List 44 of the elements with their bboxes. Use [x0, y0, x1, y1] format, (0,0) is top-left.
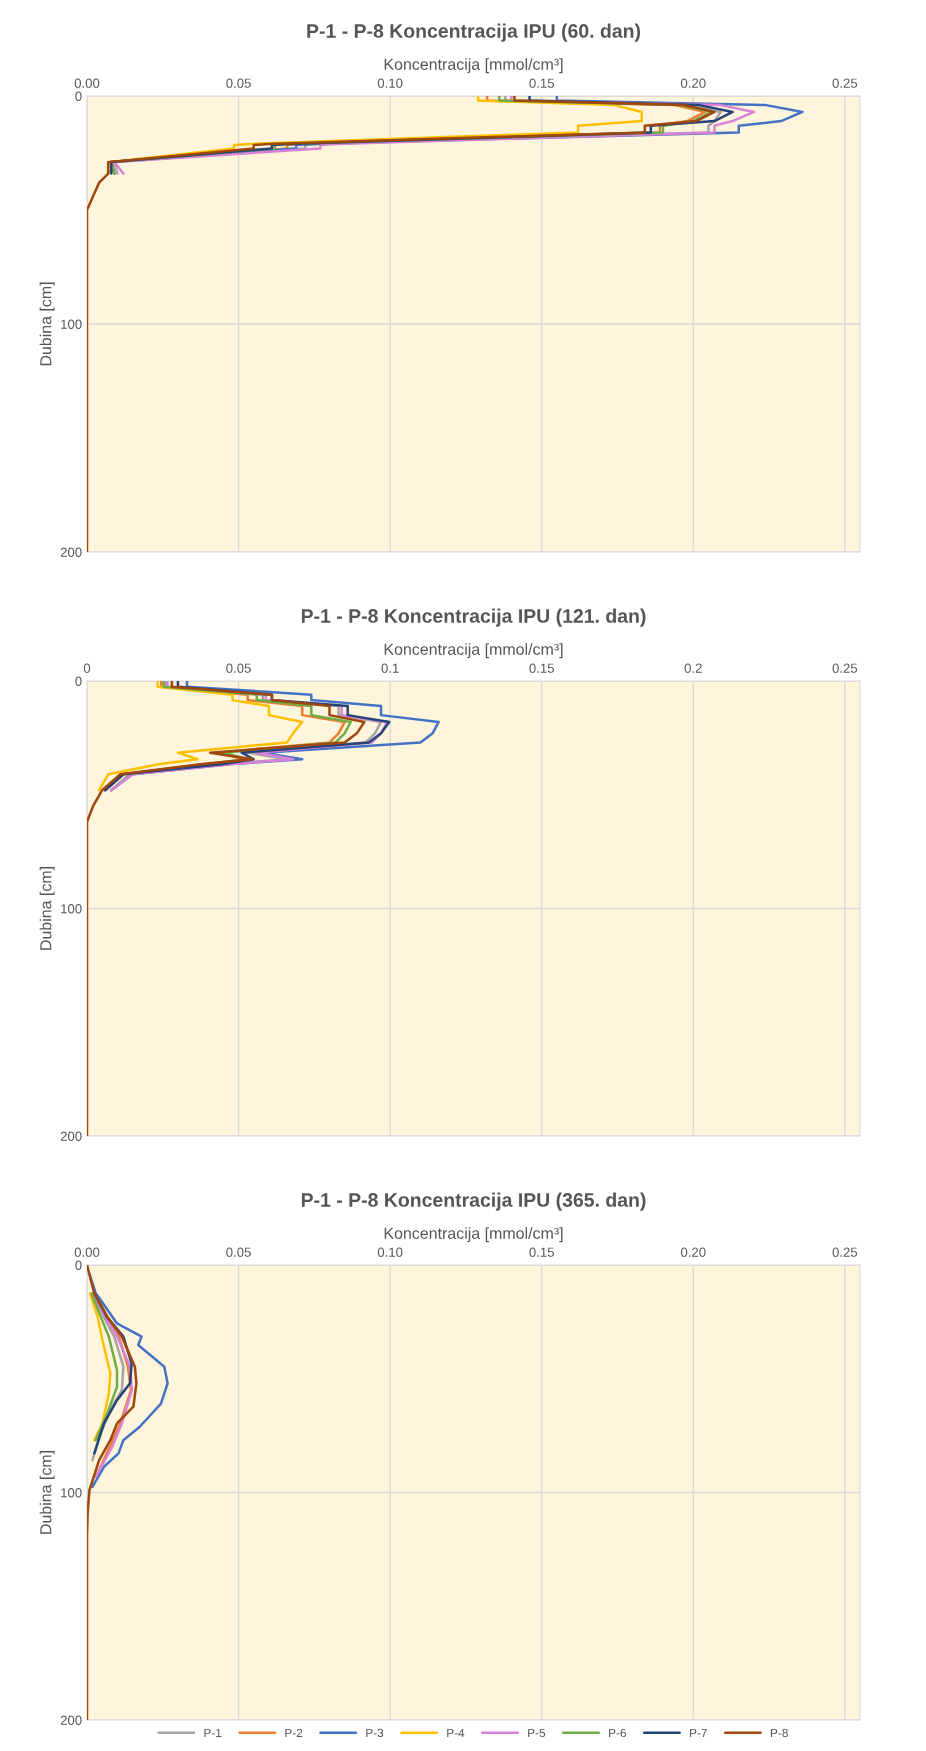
x-tick-label: 0.10: [377, 78, 403, 88]
y-axis-title: Dubina [cm]: [39, 867, 55, 950]
x-tick-label: 0.05: [226, 663, 251, 673]
y-axis-title: Dubina [cm]: [39, 282, 55, 366]
x-tick-label: 0.25: [832, 1247, 858, 1257]
x-tick-label: 0.2: [684, 663, 702, 673]
chart-title: P-1 - P-8 Koncentracija IPU (121. dan): [301, 608, 646, 627]
x-axis-title: Koncentracija [mmol/cm³]: [384, 1227, 563, 1243]
y-tick-label: 200: [60, 1131, 82, 1141]
legend-label: P-2: [285, 1728, 303, 1737]
x-axis-title: Koncentracija [mmol/cm³]: [384, 58, 563, 74]
x-tick-label: 0.00: [74, 78, 100, 88]
x-tick-label: 0.00: [74, 1247, 100, 1257]
y-axis-title: Dubina [cm]: [39, 1451, 55, 1534]
x-tick-label: 0.05: [226, 1247, 251, 1257]
x-axis-title: Koncentracija [mmol/cm³]: [384, 643, 563, 659]
x-tick-label: 0.15: [529, 78, 554, 88]
x-tick-label: 0: [83, 663, 91, 673]
legend-label: P-5: [528, 1728, 546, 1738]
y-tick-label: 0: [75, 1260, 82, 1270]
chart-title: P-1 - P-8 Koncentracija IPU (365. dan): [301, 1192, 646, 1211]
legend-label: P-8: [771, 1728, 788, 1738]
x-tick-label: 0.25: [832, 663, 858, 673]
x-tick-label: 0.1: [381, 663, 399, 673]
y-tick-label: 100: [61, 1488, 82, 1498]
x-tick-label: 0.15: [529, 1247, 554, 1257]
y-tick-label: 0: [75, 676, 82, 686]
y-tick-label: 100: [61, 319, 82, 329]
legend-label: P-7: [690, 1728, 707, 1737]
chart-title: P-1 - P-8 Koncentracija IPU (60. dan): [307, 23, 641, 42]
y-tick-label: 200: [60, 547, 82, 557]
y-tick-label: 200: [60, 1715, 82, 1725]
x-tick-label: 0.10: [377, 1247, 403, 1257]
x-tick-label: 0.25: [832, 78, 858, 88]
legend-label: P-6: [609, 1728, 627, 1738]
y-tick-label: 100: [61, 904, 82, 914]
legend-label: P-1: [204, 1728, 222, 1737]
legend-label: P-4: [447, 1728, 465, 1737]
y-tick-label: 0: [75, 91, 82, 101]
x-tick-label: 0.15: [529, 663, 554, 673]
x-tick-label: 0.20: [680, 78, 706, 88]
x-tick-label: 0.05: [226, 78, 251, 88]
legend-label: P-3: [366, 1728, 384, 1738]
x-tick-label: 0.20: [680, 1247, 706, 1257]
